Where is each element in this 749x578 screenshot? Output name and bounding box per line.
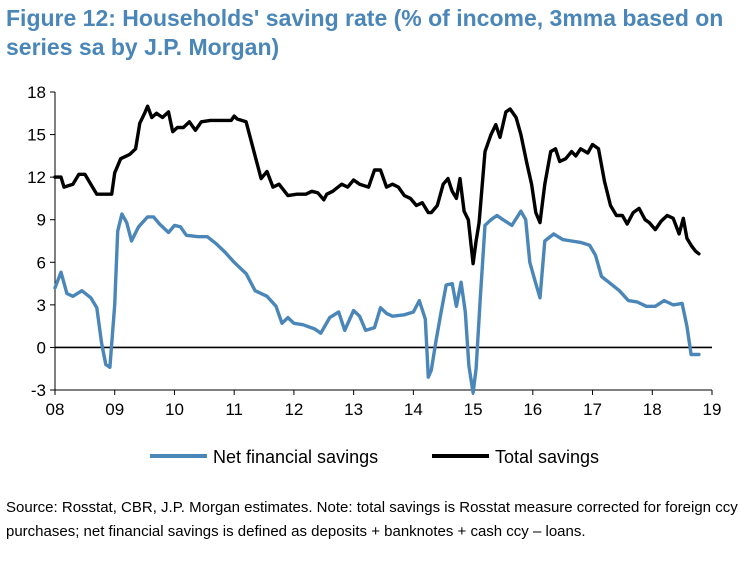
x-tick-label: 17 <box>583 400 602 419</box>
y-tick-label: 9 <box>37 211 46 230</box>
legend-label-net: Net financial savings <box>213 447 378 467</box>
legend-item-total: Total savings <box>432 447 599 467</box>
legend: Net financial savings Total savings <box>150 447 599 467</box>
legend-item-net: Net financial savings <box>150 447 378 467</box>
x-tick-label: 15 <box>464 400 483 419</box>
x-tick-label: 10 <box>165 400 184 419</box>
source-note: Source: Rosstat, CBR, J.P. Morgan estima… <box>6 499 738 540</box>
x-tick-label: 12 <box>284 400 303 419</box>
y-tick-label: 0 <box>37 338 46 357</box>
x-tick-label: 11 <box>225 400 243 419</box>
x-tick-label: 16 <box>523 400 542 419</box>
y-tick-group: 18 15 12 9 6 3 0 -3 <box>27 83 55 400</box>
x-tick-label: 14 <box>404 400 423 419</box>
page-title: Figure 12: Households' saving rate (% of… <box>6 5 724 60</box>
x-tick-label: 09 <box>105 400 124 419</box>
y-tick-label: 15 <box>27 126 46 145</box>
series-line-total-savings <box>53 104 701 266</box>
x-tick-label: 18 <box>643 400 662 419</box>
series-line-net-financial-savings <box>53 209 701 395</box>
x-tick-label: 19 <box>703 400 722 419</box>
y-tick-label: 12 <box>27 168 46 187</box>
y-tick-label: 3 <box>37 296 46 315</box>
x-tick-label: 13 <box>344 400 363 419</box>
chart: 18 15 12 9 6 3 0 -3 08 09 10 11 12 13 14 15 16 17 18 19 Ne… <box>27 83 722 467</box>
x-tick-group: 08 09 10 11 12 13 14 15 16 17 18 19 <box>46 390 722 419</box>
y-tick-label: 6 <box>37 253 46 272</box>
y-axis: 18 15 12 9 6 3 0 -3 <box>27 83 56 400</box>
y-tick-label: 18 <box>27 83 46 102</box>
x-tick-label: 08 <box>46 400 65 419</box>
x-axis: 08 09 10 11 12 13 14 15 16 17 18 19 <box>46 389 722 419</box>
y-tick-label: -3 <box>31 381 46 400</box>
legend-label-total: Total savings <box>495 447 599 467</box>
